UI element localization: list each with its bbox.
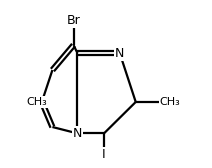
Text: CH₃: CH₃ [160,97,180,107]
Text: CH₃: CH₃ [26,97,47,107]
Text: I: I [102,148,106,161]
Text: N: N [73,127,82,140]
Text: Br: Br [67,14,80,27]
Text: N: N [115,47,124,60]
